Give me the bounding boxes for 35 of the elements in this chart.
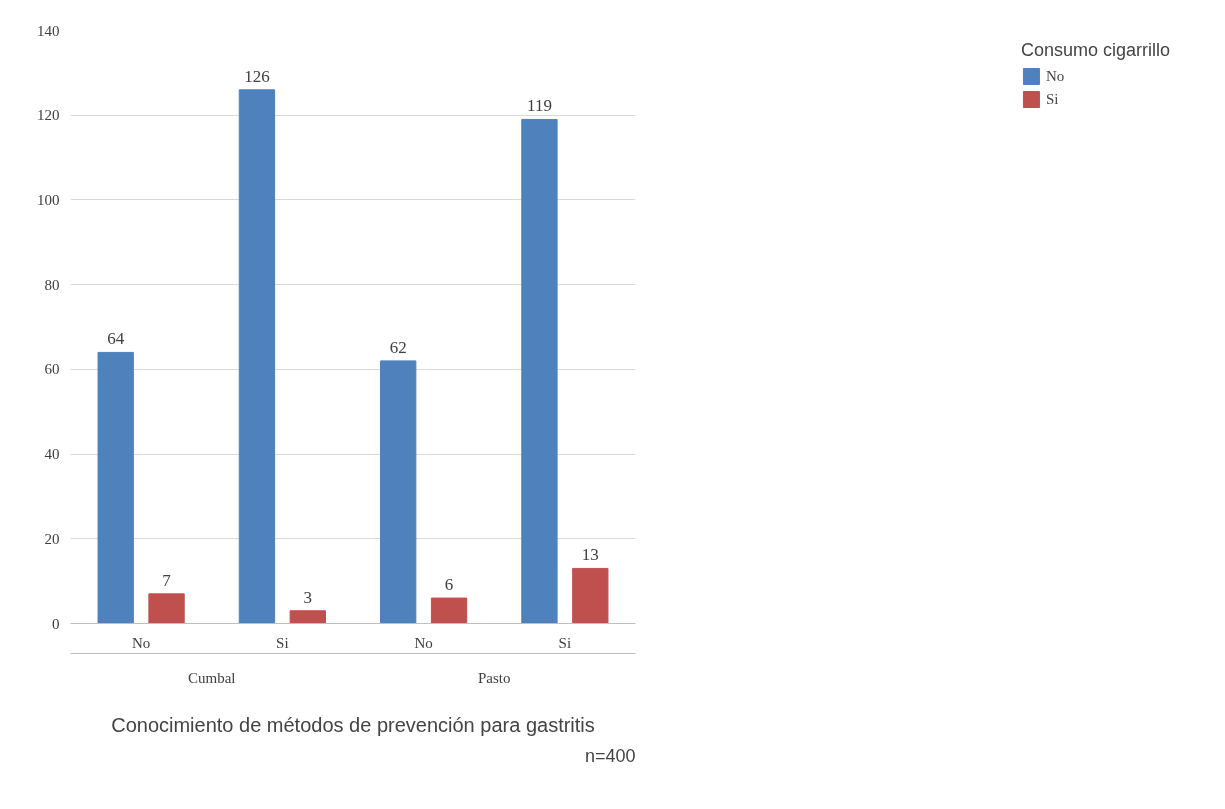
legend-label: No [1045, 67, 1066, 85]
data-label: 13 [581, 545, 599, 565]
y-tick-label: 100 [37, 191, 60, 208]
data-label: 126 [244, 66, 270, 86]
legend-label: Si [1045, 90, 1060, 108]
bar [380, 360, 417, 624]
data-label: 3 [303, 587, 313, 607]
y-tick-label: 80 [44, 276, 60, 293]
data-label: 64 [107, 329, 125, 349]
y-tick-label: 140 [37, 22, 60, 39]
bar [430, 597, 468, 624]
text: Cumbal [188, 669, 236, 686]
legend-title: Consumo cigarrillo [1020, 40, 1170, 61]
data-label: 7 [162, 570, 172, 590]
x-tick-label: No [414, 634, 433, 651]
x-tick-label: No [131, 634, 151, 651]
y-tick-label: 20 [44, 530, 60, 547]
bar [289, 610, 326, 624]
bar [238, 89, 276, 624]
y-tick-label: 0 [52, 615, 60, 632]
y-tick-label: 60 [44, 361, 60, 378]
bar [521, 118, 558, 624]
y-tick-label: 40 [44, 446, 60, 463]
bar [572, 567, 609, 624]
bar [148, 593, 185, 624]
x-tick-label: Si [276, 634, 289, 651]
text: n=400 [584, 745, 636, 766]
data-label: 119 [527, 96, 552, 116]
x-axis-title: Conocimiento de métodos de prevención para gastritis [111, 713, 595, 736]
text: Pasto [478, 669, 511, 686]
x-tick-label: Si [558, 634, 572, 651]
bar [97, 351, 134, 624]
data-label: 6 [444, 575, 454, 595]
data-label: 62 [389, 337, 407, 357]
y-tick-label: 120 [37, 107, 60, 124]
